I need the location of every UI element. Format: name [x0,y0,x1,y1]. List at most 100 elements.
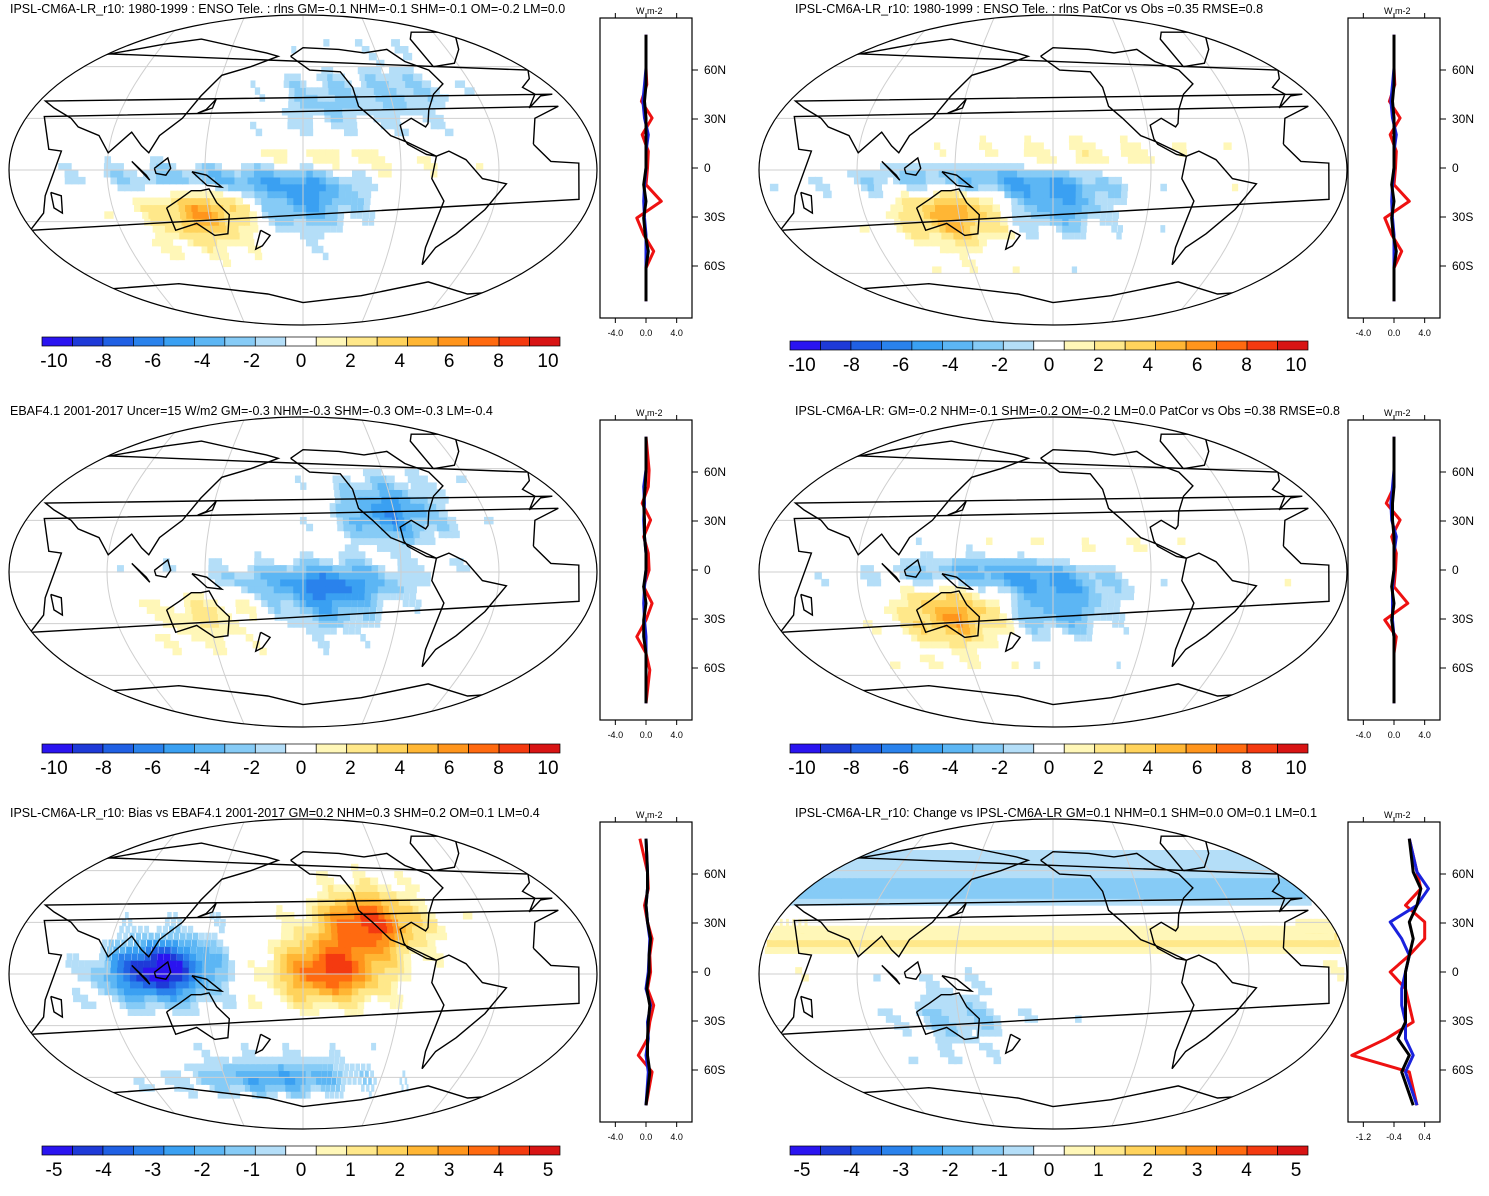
field-cell [397,877,406,886]
field-cell [1114,197,1121,206]
field-cell [979,1001,987,1010]
field-cell [1069,578,1077,587]
field-cell [293,204,301,212]
field-cell [221,565,229,573]
field-cell [345,565,353,573]
field-cell [925,163,933,171]
field-cell [280,149,288,157]
field-cell [377,987,385,996]
field-cell [189,960,196,968]
field-cell [359,905,367,913]
field-cell [132,197,142,206]
field-cell [131,994,140,1003]
field-cell [410,898,420,906]
coastline [778,507,1330,634]
field-cell [1037,606,1045,614]
field-cell [162,565,170,573]
field-cell [287,204,295,212]
field-cell [362,613,369,621]
field-cell [977,232,986,240]
field-cell [1101,190,1109,199]
coastline [837,683,1269,706]
colorbar-label: 5 [543,1160,554,1181]
field-cell [305,1070,312,1078]
field-cell [232,627,241,635]
field-cell [312,1008,320,1016]
profile-line-red [1350,838,1427,1106]
field-cell [203,232,212,240]
field-cell [1043,204,1051,212]
field-cell [945,163,953,171]
field-cell [260,163,268,171]
field-cell [1114,183,1122,192]
field-cell [345,176,353,185]
field-cell [162,967,170,975]
field-cell [1075,190,1083,199]
field-cell [344,1008,351,1016]
coastline [165,992,231,1041]
field-cell [399,46,409,54]
field-cell [993,211,1001,219]
field-cell [270,1084,277,1092]
field-cell [293,987,301,996]
field-cell [311,238,319,247]
field-cell [267,939,275,948]
field-cell [959,190,967,199]
lat-tick-label: 30N [704,514,726,528]
field-cell [353,905,361,913]
field-cell [893,565,901,573]
field-cell [306,939,314,948]
field-cell [274,939,282,948]
field-cell [436,121,446,130]
field-cell [438,530,448,539]
field-cell [1031,225,1039,233]
field-cell [384,974,392,982]
field-cell [322,80,330,88]
field-cell [319,946,327,954]
field-cell [1036,190,1044,199]
field-cell [306,170,314,178]
field-cell [898,613,908,621]
field-cell [409,946,417,954]
field-cell [423,578,431,587]
field-cell [1030,565,1038,573]
field-cell [371,565,379,573]
field-cell [338,572,347,580]
field-cell [131,925,137,934]
field-cell [325,585,333,594]
field-cell [358,898,366,906]
field-cell [133,1077,145,1085]
field-cell [256,1063,264,1072]
field-cell [1030,142,1038,150]
field-cell [873,572,881,580]
colorbar-label: -8 [843,355,860,376]
field-cell [925,974,933,982]
field-cell [169,170,177,178]
field-cell [198,613,208,621]
field-cell [334,94,343,102]
field-cell [344,939,352,948]
field-cell [1082,585,1090,594]
field-cell [362,66,371,75]
field-cell [980,211,989,219]
field-cell [939,1049,949,1058]
field-cell [410,558,418,566]
field-cell [945,585,954,594]
field-cell [923,634,933,642]
field-cell [1337,974,1345,982]
field-cell [344,606,351,614]
field-cell [215,190,224,199]
field-cell [368,87,377,95]
graticule-meridian [204,819,246,1129]
field-cell [941,1036,950,1044]
field-cell [273,176,281,185]
field-cell [293,960,301,968]
colorbar-swatch [194,336,226,347]
field-cell [932,572,940,580]
coastline [778,909,1330,1036]
coastline [793,38,1303,154]
field-cell [173,932,180,941]
lat-tick-label: 0 [1452,161,1459,175]
field-cell [205,640,214,649]
field-cell [293,939,301,948]
